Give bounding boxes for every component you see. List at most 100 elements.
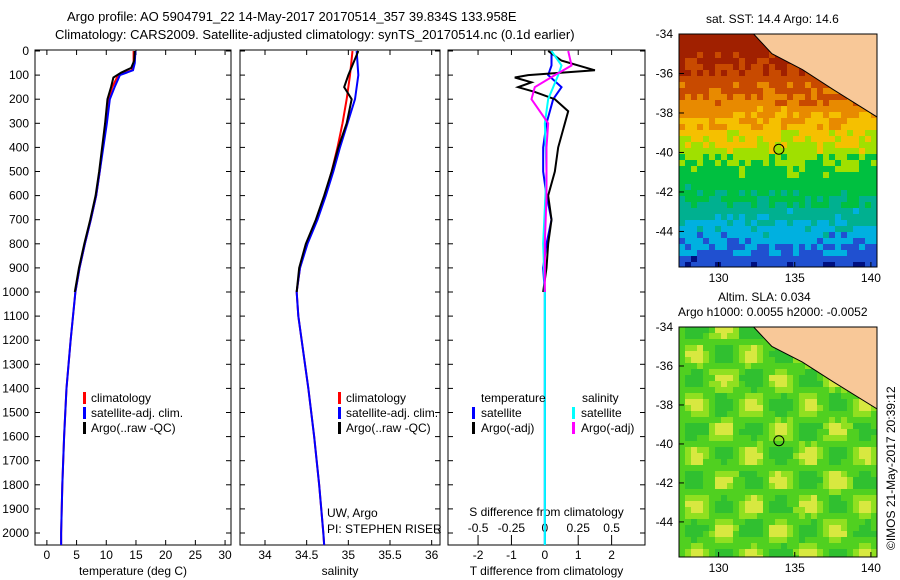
map-cell — [691, 327, 697, 333]
map-cell — [787, 244, 793, 250]
map-cell — [745, 202, 751, 208]
map-cell — [775, 543, 781, 549]
map-cell — [781, 58, 787, 64]
map-cell — [835, 459, 841, 465]
map-cell — [769, 238, 775, 244]
map-cell — [817, 501, 823, 507]
map-cell — [757, 519, 763, 525]
map-cell — [733, 525, 739, 531]
map-cell — [829, 501, 835, 507]
map-cell — [685, 417, 691, 423]
map-cell — [685, 202, 691, 208]
map-cell — [787, 106, 793, 112]
map-cell — [859, 238, 865, 244]
map-cell — [823, 238, 829, 244]
map-cell — [763, 483, 769, 489]
map-cell — [703, 447, 709, 453]
plot-frame — [447, 49, 646, 546]
map-cell — [793, 465, 799, 471]
map-cell — [745, 262, 751, 267]
map-cell — [835, 501, 841, 507]
map-cell — [721, 393, 727, 399]
map-cell — [793, 501, 799, 507]
map-cell — [847, 465, 853, 471]
map-cell — [691, 154, 697, 160]
map-cell — [679, 214, 685, 220]
map-cell — [691, 52, 697, 58]
map-cell — [751, 52, 757, 58]
lat-tick-label: -38 — [656, 106, 674, 120]
map-cell — [775, 226, 781, 232]
map-cell — [757, 124, 763, 130]
map-cell — [733, 46, 739, 52]
map-cell — [853, 453, 859, 459]
map-cell — [829, 483, 835, 489]
legend-label: climatology — [346, 391, 406, 405]
map-cell — [853, 190, 859, 196]
map-cell — [781, 411, 787, 417]
map-cell — [871, 202, 877, 208]
map-cell — [745, 124, 751, 130]
map-cell — [847, 136, 853, 142]
map-cell — [769, 489, 775, 495]
map-cell — [757, 417, 763, 423]
map-cell — [799, 112, 805, 118]
map-cell — [841, 435, 847, 441]
map-cell — [709, 40, 715, 46]
map-cell — [835, 118, 841, 124]
map-cell — [817, 112, 823, 118]
map-cell — [721, 519, 727, 525]
map-cell — [865, 202, 871, 208]
map-cell — [745, 495, 751, 501]
map-cell — [727, 429, 733, 435]
map-cell — [685, 178, 691, 184]
x-tick-label: 30 — [218, 548, 232, 562]
map-cell — [871, 238, 877, 244]
map-cell — [775, 118, 781, 124]
map-cell — [763, 519, 769, 525]
map-cell — [691, 142, 697, 148]
map-cell — [829, 459, 835, 465]
map-cell — [715, 375, 721, 381]
map-cell — [685, 495, 691, 501]
map-cell — [829, 208, 835, 214]
map-cell — [703, 405, 709, 411]
map-cell — [781, 172, 787, 178]
legend-label: Argo(-adj) — [481, 421, 534, 435]
map-cell — [769, 351, 775, 357]
map-cell — [835, 220, 841, 226]
map-cell — [793, 387, 799, 393]
map-cell — [805, 387, 811, 393]
map-cell — [715, 453, 721, 459]
map-cell — [829, 429, 835, 435]
map-cell — [871, 471, 877, 477]
map-cell — [775, 399, 781, 405]
map-cell — [703, 136, 709, 142]
map-cell — [685, 555, 691, 557]
map-cell — [841, 148, 847, 154]
map-cell — [865, 411, 871, 417]
map-cell — [709, 501, 715, 507]
map-cell — [823, 178, 829, 184]
map-cell — [865, 160, 871, 166]
map-cell — [835, 238, 841, 244]
map-cell — [787, 190, 793, 196]
map-cell — [853, 172, 859, 178]
map-cell — [865, 471, 871, 477]
map-cell — [757, 238, 763, 244]
map-cell — [835, 136, 841, 142]
map-cell — [865, 465, 871, 471]
map-cell — [859, 154, 865, 160]
map-cell — [865, 525, 871, 531]
map-cell — [715, 154, 721, 160]
map-cell — [763, 112, 769, 118]
map-cell — [727, 190, 733, 196]
map-cell — [853, 441, 859, 447]
map-cell — [817, 190, 823, 196]
map-cell — [679, 333, 685, 339]
map-cell — [733, 112, 739, 118]
map-cell — [799, 118, 805, 124]
map-cell — [859, 184, 865, 190]
map-cell — [685, 100, 691, 106]
map-cell — [811, 88, 817, 94]
